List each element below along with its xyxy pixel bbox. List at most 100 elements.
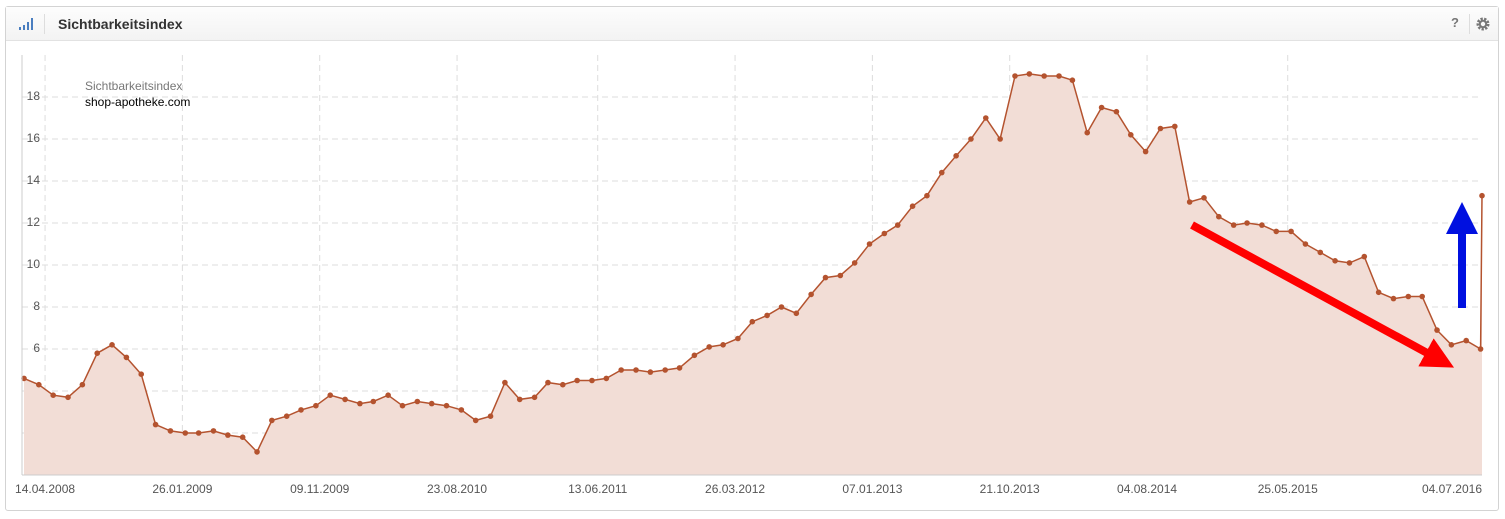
- x-tick-label: 07.01.2013: [842, 482, 902, 496]
- point: [399, 402, 406, 409]
- point: [210, 428, 217, 434]
- point: [691, 352, 698, 359]
- point: [1361, 253, 1368, 260]
- point: [1186, 199, 1193, 205]
- point: [1244, 220, 1250, 226]
- point: [633, 367, 639, 373]
- point: [36, 381, 42, 388]
- point: [1434, 327, 1440, 333]
- point: [225, 432, 231, 438]
- point: [109, 342, 115, 348]
- point: [1288, 228, 1294, 235]
- point: [1069, 77, 1076, 83]
- point: [79, 381, 86, 388]
- point: [778, 304, 785, 310]
- point: [662, 367, 668, 373]
- point: [647, 369, 654, 375]
- signal-icon: [19, 18, 33, 30]
- point: [123, 354, 130, 361]
- point: [1477, 346, 1484, 352]
- point: [881, 230, 888, 237]
- widget-header: Sichtbarkeitsindex ?: [6, 7, 1498, 41]
- point: [924, 192, 930, 199]
- point: [1172, 123, 1178, 130]
- point: [428, 400, 435, 407]
- point: [909, 203, 916, 209]
- point: [953, 153, 959, 159]
- point: [254, 449, 260, 455]
- point: [531, 394, 538, 401]
- point: [94, 350, 101, 357]
- x-tick-label: 23.08.2010: [427, 482, 487, 496]
- point: [676, 365, 683, 371]
- point: [1127, 132, 1134, 138]
- point: [472, 417, 479, 424]
- point: [516, 396, 523, 403]
- point: [851, 260, 858, 266]
- point: [50, 392, 56, 399]
- x-tick-label: 26.01.2009: [152, 482, 212, 496]
- point: [327, 392, 334, 399]
- point: [808, 291, 814, 298]
- x-tick-label: 21.10.2013: [980, 482, 1040, 496]
- point: [866, 241, 873, 247]
- point: [1332, 258, 1338, 264]
- point: [1405, 293, 1412, 300]
- point: [458, 407, 465, 413]
- point: [182, 430, 189, 436]
- point: [1463, 337, 1470, 344]
- x-tick-label: 13.06.2011: [568, 482, 627, 496]
- settings-button[interactable]: [1476, 17, 1490, 31]
- x-tick-label: 04.08.2014: [1117, 482, 1177, 496]
- point: [21, 375, 27, 382]
- point: [1026, 71, 1033, 77]
- point: [1230, 222, 1237, 228]
- point: [706, 344, 713, 350]
- y-tick-label: 16: [27, 131, 41, 145]
- point: [1479, 192, 1485, 199]
- point: [298, 407, 304, 413]
- point: [1390, 295, 1397, 302]
- widget-panel: Sichtbarkeitsindex ?: [5, 6, 1499, 511]
- point: [1142, 148, 1149, 155]
- point: [589, 377, 595, 384]
- point: [1273, 228, 1280, 235]
- legend-title: Sichtbarkeitsindex: [85, 79, 182, 93]
- point: [502, 379, 508, 386]
- y-tick-label: 12: [27, 215, 41, 229]
- point: [1375, 289, 1382, 296]
- point: [837, 272, 844, 279]
- point: [195, 430, 202, 436]
- point: [1098, 104, 1105, 111]
- point: [414, 398, 421, 405]
- point: [385, 392, 391, 399]
- point: [1448, 342, 1455, 348]
- legend-entry: shop-apotheke.com: [85, 95, 190, 109]
- point: [764, 312, 770, 319]
- point: [720, 342, 726, 348]
- x-tick-label: 25.05.2015: [1258, 482, 1318, 496]
- point: [1419, 293, 1425, 300]
- x-tick-label: 14.04.2008: [15, 482, 75, 496]
- point: [938, 169, 945, 176]
- point: [603, 375, 610, 382]
- point: [1201, 195, 1207, 201]
- y-tick-label: 14: [27, 173, 41, 187]
- area: [24, 73, 1482, 476]
- y-tick-label: 8: [33, 299, 40, 313]
- point: [618, 367, 624, 373]
- point: [1216, 213, 1222, 220]
- point: [283, 413, 290, 420]
- point: [968, 136, 974, 142]
- point: [574, 377, 580, 384]
- point: [545, 379, 551, 386]
- help-button[interactable]: ?: [1451, 15, 1459, 30]
- point: [65, 394, 71, 401]
- x-tick-label: 09.11.2009: [290, 482, 349, 496]
- point: [1259, 222, 1265, 228]
- point: [342, 396, 348, 403]
- point: [370, 398, 377, 405]
- point: [1157, 125, 1164, 132]
- x-tick-label: 26.03.2012: [705, 482, 765, 496]
